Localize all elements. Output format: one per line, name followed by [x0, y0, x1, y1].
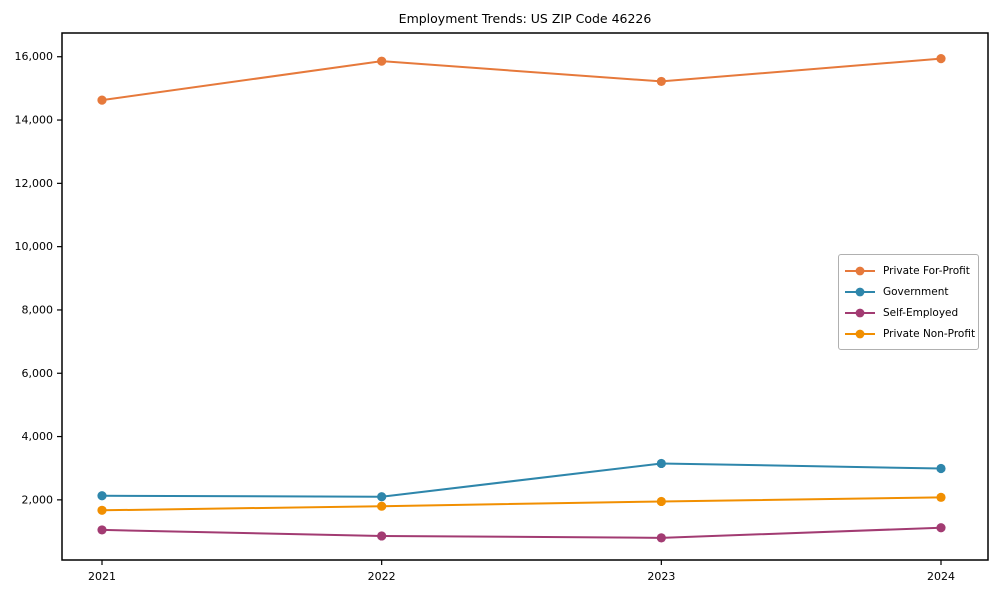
data-point-marker: [936, 523, 946, 533]
legend-item-self-employed: Self-Employed: [844, 302, 970, 323]
data-point-marker: [656, 533, 666, 543]
legend-item-private-non-profit: Private Non-Profit: [844, 323, 975, 344]
legend-label: Self-Employed: [883, 306, 959, 319]
series-line: [101, 526, 942, 539]
legend-marker-icon: [845, 308, 875, 317]
series-line: [101, 462, 942, 498]
legend-marker-icon: [845, 329, 875, 338]
data-point-marker: [97, 505, 107, 515]
series-private-non-profit: [97, 492, 946, 515]
data-point-marker: [656, 76, 666, 87]
series-line: [101, 57, 942, 102]
y-axis-tick-label: 14,000: [15, 114, 54, 127]
data-point-marker: [936, 492, 946, 502]
legend-label: Private For-Profit: [883, 264, 970, 277]
y-axis-tick-label: 6,000: [22, 367, 54, 380]
y-axis: 2,000 4,000 6,000 8,000 10,000 12,000 14,000 16…: [15, 50, 62, 506]
legend-marker-icon: [845, 287, 875, 296]
chart-title: Employment Trends: US ZIP Code 46226: [398, 11, 652, 26]
legend-item-private-for-profit: Private For-Profit: [844, 260, 970, 281]
x-axis-tick-label: 2024: [927, 570, 955, 583]
legend-label: Private Non-Profit: [883, 327, 976, 340]
y-axis-tick-label: 12,000: [15, 177, 54, 190]
data-point-marker: [656, 496, 666, 507]
x-axis: 2021 2022 2023 2024: [88, 560, 955, 583]
data-point-marker: [97, 525, 107, 535]
x-axis-tick-label: 2023: [647, 570, 675, 583]
data-point-marker: [377, 531, 387, 541]
legend-item-government: Government: [844, 281, 970, 302]
legend-label: Government: [883, 285, 949, 298]
series-self-employed: [97, 523, 946, 543]
legend: Private For-Profit Government Self-Employe…: [838, 254, 979, 350]
y-axis-tick-label: 16,000: [15, 50, 54, 63]
legend-marker-icon: [845, 266, 875, 275]
y-axis-tick-label: 4,000: [22, 430, 54, 443]
data-point-marker: [936, 463, 946, 474]
data-point-marker: [377, 56, 387, 66]
y-axis-tick-label: 10,000: [15, 240, 54, 253]
axes-border: [61, 32, 989, 561]
data-point-marker: [656, 458, 666, 469]
x-axis-tick-label: 2022: [368, 570, 396, 583]
y-axis-tick-label: 2,000: [22, 493, 54, 506]
series-line: [101, 496, 942, 512]
series-private-for-profit: [97, 54, 946, 105]
x-axis-tick-label: 2021: [88, 570, 116, 583]
data-point-marker: [377, 492, 387, 502]
y-axis-tick-label: 8,000: [22, 303, 54, 316]
data-point-marker: [97, 95, 107, 105]
data-point-marker: [97, 491, 107, 501]
data-point-marker: [377, 501, 387, 511]
data-point-marker: [936, 54, 946, 64]
series-government: [97, 458, 946, 502]
